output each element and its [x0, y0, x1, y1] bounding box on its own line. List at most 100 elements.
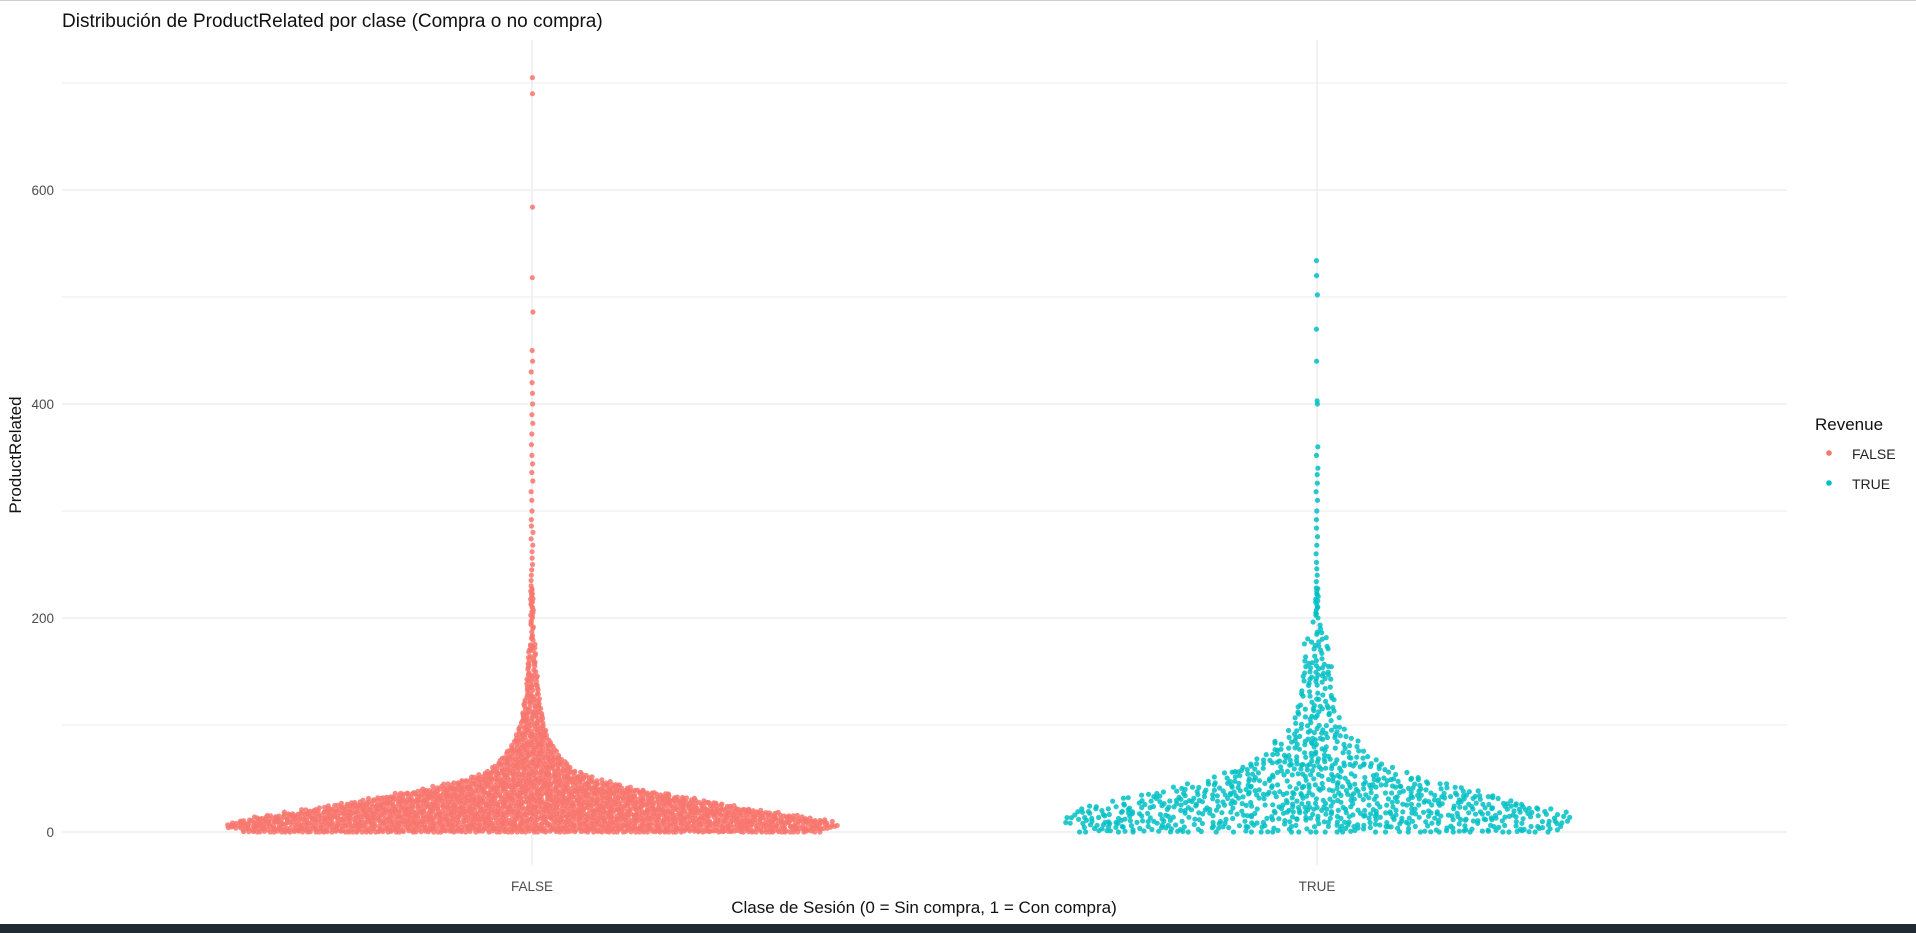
data-point	[1096, 814, 1102, 821]
data-point	[1385, 823, 1391, 830]
data-point	[1334, 819, 1340, 825]
data-point	[1367, 820, 1373, 826]
data-point	[1281, 772, 1287, 778]
data-point	[735, 806, 741, 812]
data-point	[225, 822, 231, 828]
data-point	[741, 806, 747, 813]
data-point	[1475, 788, 1481, 794]
legend-title: Revenue	[1815, 415, 1883, 434]
data-point	[1280, 802, 1286, 808]
data-point	[529, 91, 536, 97]
data-point	[1313, 611, 1319, 617]
data-point	[316, 805, 322, 811]
data-point	[1447, 794, 1454, 800]
data-point	[281, 809, 287, 815]
data-point	[1312, 653, 1318, 659]
data-point	[573, 794, 580, 801]
data-point	[1400, 788, 1406, 794]
data-point	[1077, 829, 1083, 835]
data-point	[1326, 776, 1332, 783]
data-point	[1473, 800, 1479, 806]
data-point	[1334, 739, 1340, 745]
data-point	[1293, 786, 1299, 792]
data-point	[1352, 760, 1359, 766]
data-point	[288, 825, 294, 831]
data-point	[570, 799, 576, 806]
data-point	[1105, 806, 1111, 812]
data-point	[1313, 663, 1319, 669]
data-point	[775, 809, 781, 816]
data-point	[1269, 814, 1275, 820]
data-point	[520, 771, 526, 777]
data-point	[1277, 789, 1283, 795]
data-point	[371, 797, 377, 803]
data-point	[1274, 769, 1281, 776]
data-point	[1263, 752, 1269, 758]
data-point	[1148, 798, 1154, 804]
data-point	[1502, 814, 1508, 820]
data-point	[285, 811, 292, 817]
data-point	[1222, 820, 1228, 827]
data-point	[1307, 665, 1314, 671]
data-point	[1189, 784, 1196, 790]
data-point	[1321, 819, 1327, 825]
data-point	[1254, 792, 1260, 798]
data-point	[1313, 517, 1319, 523]
data-point	[1408, 793, 1414, 799]
data-point	[1323, 811, 1329, 817]
data-point	[1339, 823, 1345, 829]
data-point	[792, 820, 798, 827]
data-point	[1406, 815, 1412, 821]
data-point	[1368, 761, 1374, 767]
data-point	[1408, 775, 1415, 782]
data-point	[1325, 823, 1331, 830]
data-point	[1199, 820, 1205, 827]
data-point	[1252, 775, 1258, 781]
data-point	[786, 813, 792, 819]
data-point	[1191, 795, 1197, 801]
data-point	[536, 696, 543, 702]
data-point	[1272, 747, 1278, 753]
data-point	[1310, 735, 1316, 741]
data-point	[1387, 809, 1393, 815]
data-point	[1306, 804, 1313, 810]
data-point	[529, 275, 535, 281]
data-point	[1458, 785, 1464, 791]
data-point	[1486, 801, 1492, 808]
data-point	[1347, 761, 1353, 768]
data-point	[1107, 828, 1113, 834]
data-point	[1304, 767, 1310, 773]
data-point	[1115, 829, 1121, 835]
data-point	[1481, 816, 1487, 822]
data-point	[1173, 822, 1179, 828]
data-point	[1186, 814, 1192, 820]
data-point	[1377, 822, 1383, 828]
data-point	[1504, 801, 1510, 807]
data-point	[534, 785, 541, 791]
data-point	[1320, 785, 1326, 791]
data-point	[1219, 810, 1225, 816]
data-point	[1306, 789, 1312, 796]
data-point	[1567, 814, 1573, 821]
data-point	[1356, 748, 1362, 754]
data-point	[529, 567, 535, 573]
data-point	[1276, 804, 1282, 810]
data-point	[517, 724, 523, 730]
data-point	[1309, 768, 1316, 774]
data-point	[529, 591, 535, 598]
data-point	[1336, 790, 1342, 796]
data-point	[463, 778, 469, 784]
data-point	[299, 807, 305, 813]
data-point	[1130, 827, 1136, 833]
data-point	[1439, 801, 1445, 807]
data-point	[1220, 788, 1226, 794]
data-point	[1127, 818, 1133, 824]
data-point	[1223, 816, 1229, 823]
data-point	[529, 549, 535, 555]
data-point	[1110, 798, 1116, 804]
legend-key-true	[1826, 480, 1832, 486]
data-point	[1313, 741, 1319, 748]
data-point	[1341, 760, 1347, 766]
data-point	[1301, 678, 1307, 684]
data-point	[1244, 767, 1250, 773]
